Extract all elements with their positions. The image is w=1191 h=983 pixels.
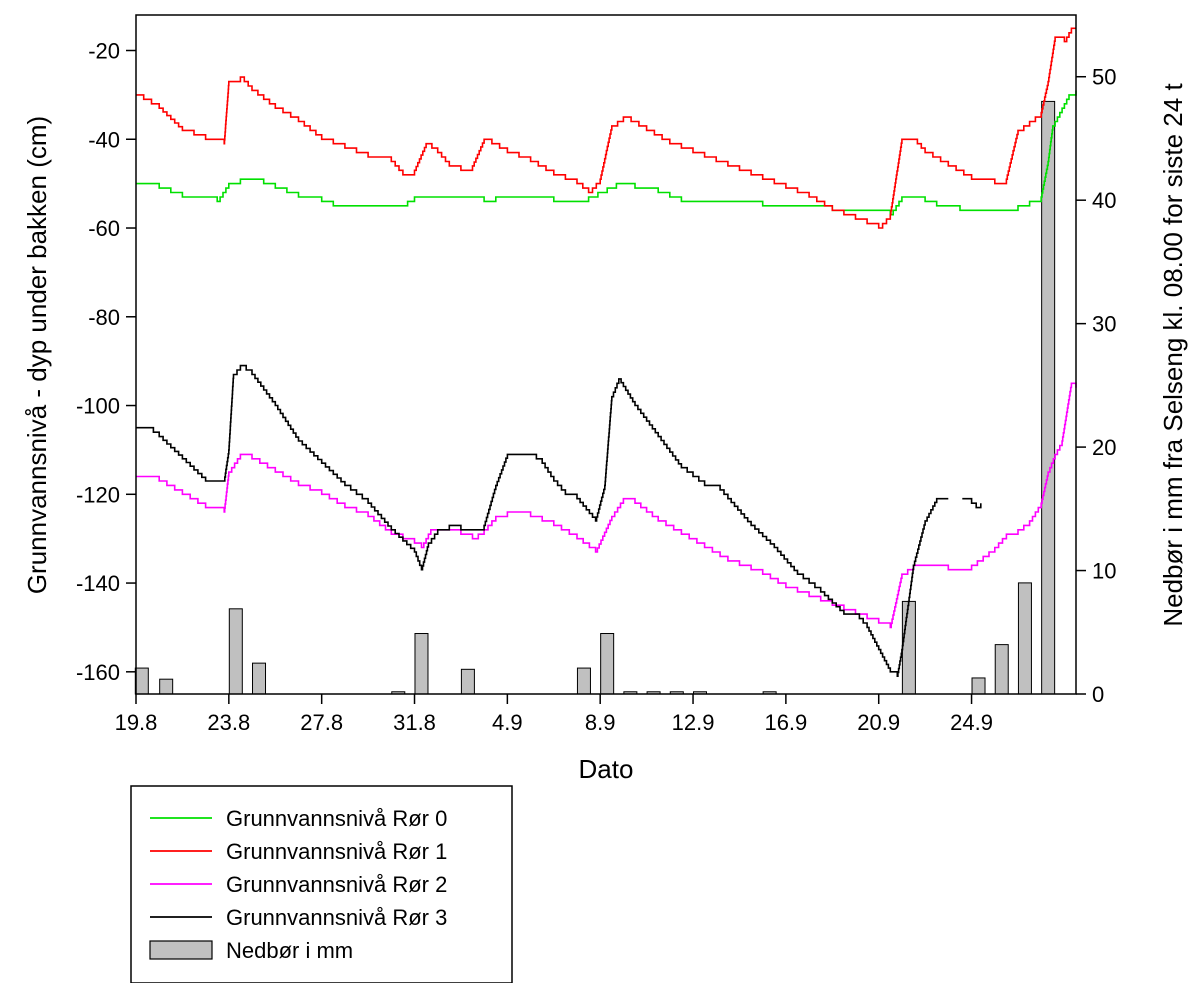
x-tick-label: 4.9 — [492, 710, 523, 735]
x-tick-label: 23.8 — [207, 710, 250, 735]
groundwater-lines — [136, 27, 1077, 677]
precip-bar — [134, 667, 149, 695]
precip-bar — [901, 600, 916, 695]
left-y-tick-label: -80 — [88, 305, 120, 330]
left-y-axis-ticks: -160 -140 -120 -100 -80 -60 -40 -20 — [76, 39, 136, 685]
precip-bar — [600, 633, 615, 695]
precip-bar — [576, 667, 591, 695]
x-tick-label: 8.9 — [585, 710, 616, 735]
right-y-tick-label: 0 — [1092, 682, 1104, 707]
x-tick-label: 31.8 — [393, 710, 436, 735]
legend-label: Grunnvannsnivå Rør 1 — [226, 839, 447, 864]
series-line-4 — [962, 497, 982, 509]
right-y-tick-label: 50 — [1092, 65, 1116, 90]
precip-bar — [971, 677, 986, 695]
left-y-tick-label: -60 — [88, 216, 120, 241]
right-y-tick-label: 20 — [1092, 435, 1116, 460]
precip-bar — [1017, 582, 1032, 695]
x-axis-ticks: 19.8 23.8 27.8 31.8 4.9 8.9 12.9 16.9 20.9 24.9 — [115, 694, 993, 735]
precip-bar — [1041, 100, 1056, 695]
legend-label: Nedbør i mm — [226, 938, 353, 963]
precip-bar — [414, 633, 429, 695]
legend-bar-swatch — [149, 940, 213, 960]
x-tick-label: 24.9 — [950, 710, 993, 735]
x-axis-label: Dato — [579, 754, 634, 784]
x-tick-label: 20.9 — [857, 710, 900, 735]
series-line-3 — [136, 364, 949, 677]
left-y-tick-label: -120 — [76, 482, 120, 507]
left-y-axis-label: Grunnvannsnivå - dyp under bakken (cm) — [22, 116, 52, 594]
precip-bar — [228, 608, 243, 695]
precip-bar — [994, 644, 1009, 695]
legend-label: Grunnvannsnivå Rør 2 — [226, 872, 447, 897]
left-y-tick-label: -140 — [76, 571, 120, 596]
precip-bar — [252, 662, 267, 695]
precip-bar — [460, 668, 475, 695]
left-y-tick-label: -20 — [88, 39, 120, 64]
x-tick-label: 19.8 — [115, 710, 158, 735]
legend-label: Grunnvannsnivå Rør 3 — [226, 905, 447, 930]
right-y-axis-label: Nedbør i mm fra Selseng kl. 08.00 for si… — [1158, 83, 1188, 627]
series-line-0 — [136, 90, 1077, 216]
precipitation-bars — [134, 100, 1056, 695]
x-tick-label: 27.8 — [300, 710, 343, 735]
right-y-tick-label: 10 — [1092, 559, 1116, 584]
x-tick-label: 12.9 — [672, 710, 715, 735]
plot-frame — [135, 14, 1077, 695]
precip-bar — [159, 678, 174, 695]
x-tick-label: 16.9 — [764, 710, 807, 735]
right-y-tick-label: 40 — [1092, 188, 1116, 213]
right-y-tick-label: 30 — [1092, 312, 1116, 337]
left-y-tick-label: -100 — [76, 394, 120, 419]
right-y-axis-ticks: 0 10 20 30 40 50 — [1076, 65, 1116, 707]
left-y-tick-label: -160 — [76, 660, 120, 685]
left-y-tick-label: -40 — [88, 127, 120, 152]
legend-label: Grunnvannsnivå Rør 0 — [226, 806, 447, 831]
series-line-2 — [136, 382, 1077, 629]
series-line-1 — [136, 27, 1076, 229]
legend: Grunnvannsnivå Rør 0 Grunnvannsnivå Rør 1… — [130, 785, 513, 983]
